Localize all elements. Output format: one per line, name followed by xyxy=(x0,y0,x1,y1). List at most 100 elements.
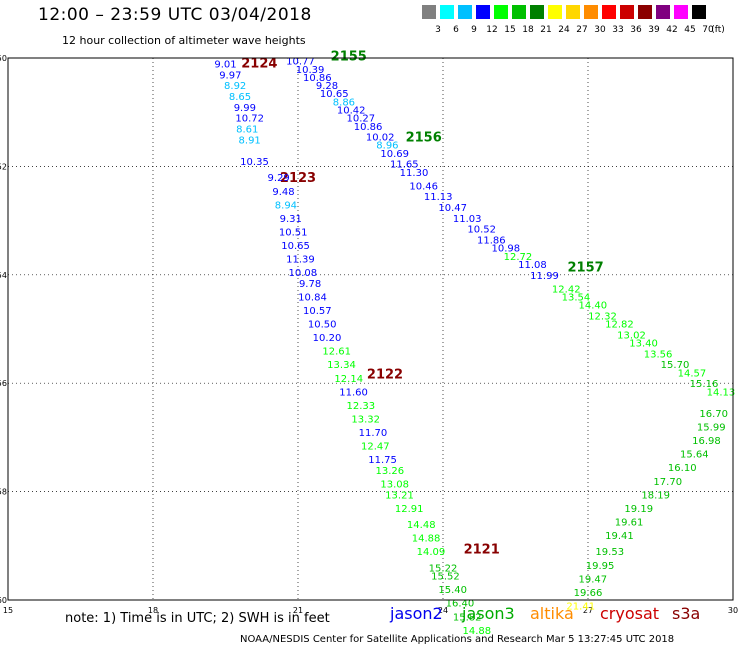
wave-height-label: 10.84 xyxy=(298,292,327,303)
wave-height-label: 15.82 xyxy=(453,612,482,623)
wave-height-label: 11.08 xyxy=(518,260,547,271)
legend-label: 36 xyxy=(630,25,642,35)
wave-height-label: 9.97 xyxy=(219,70,241,81)
legend-label: 45 xyxy=(684,25,696,35)
wave-height-label: 13.54 xyxy=(562,292,591,303)
wave-height-label: 10.02 xyxy=(366,133,395,144)
wave-height-label: 19.61 xyxy=(615,517,644,528)
track-number-label: 2123 xyxy=(280,171,316,186)
wave-height-label: 12.82 xyxy=(605,320,634,331)
wave-height-label: 13.32 xyxy=(351,414,380,425)
wave-height-label: 11.39 xyxy=(286,255,315,266)
wave-height-label: 17.70 xyxy=(653,477,682,488)
wave-height-label: 11.03 xyxy=(453,214,482,225)
wave-height-label: 14.13 xyxy=(707,387,736,398)
wave-height-label: 10.65 xyxy=(281,241,310,252)
wave-height-label: 16.10 xyxy=(668,463,697,474)
wave-height-label: 14.40 xyxy=(579,301,608,312)
lat-tick-label: -52 xyxy=(0,162,7,171)
legend-swatch xyxy=(602,5,616,19)
wave-height-label: 10.20 xyxy=(313,333,342,344)
wave-height-label: 8.65 xyxy=(229,92,251,103)
wave-height-label: 19.53 xyxy=(595,547,624,558)
legend-swatch xyxy=(620,5,634,19)
wave-height-label: 10.47 xyxy=(438,203,467,214)
wave-height-label: 14.57 xyxy=(678,368,707,379)
wave-height-label: 12.61 xyxy=(322,347,351,358)
wave-height-label: 10.39 xyxy=(296,65,325,76)
wave-height-label: 12.32 xyxy=(588,311,617,322)
track-number-label: 2122 xyxy=(367,367,403,382)
satellite-name: s3a xyxy=(672,604,701,623)
legend-swatch xyxy=(584,5,598,19)
legend-swatch xyxy=(512,5,526,19)
legend-swatch xyxy=(494,5,508,19)
wave-height-label: 13.40 xyxy=(629,339,658,350)
wave-height-label: 13.26 xyxy=(376,466,405,477)
wave-height-label: 10.98 xyxy=(492,244,521,255)
wave-height-label: 13.56 xyxy=(644,349,673,360)
wave-height-label: 14.88 xyxy=(463,626,492,637)
wave-height-label: 13.08 xyxy=(380,479,409,490)
wave-height-label: 8.94 xyxy=(275,200,297,211)
wave-height-label: 8.91 xyxy=(239,135,261,146)
legend-swatch xyxy=(422,5,436,19)
wave-height-label: 16.40 xyxy=(446,599,475,610)
legend-swatch xyxy=(440,5,454,19)
lon-tick-label: 18 xyxy=(148,606,158,615)
wave-height-label: 10.27 xyxy=(347,114,376,125)
wave-height-label: 15.64 xyxy=(680,450,709,461)
wave-height-label: 8.86 xyxy=(333,97,355,108)
wave-height-label: 10.72 xyxy=(235,114,264,125)
map-title: 12:00 – 23:59 UTC 03/04/2018 xyxy=(38,5,312,25)
wave-height-label: 12.47 xyxy=(361,442,390,453)
wave-height-label: 16.98 xyxy=(692,436,721,447)
wave-height-label: 10.42 xyxy=(337,105,366,116)
wave-height-label: 21.41 xyxy=(566,601,595,612)
legend-label: 70 xyxy=(702,25,714,35)
wave-height-label: 19.66 xyxy=(574,588,603,599)
wave-height-label: 9.48 xyxy=(272,187,294,198)
legend-swatch xyxy=(674,5,688,19)
wave-height-label: 11.60 xyxy=(339,387,368,398)
map-frame xyxy=(7,57,734,601)
legend-label: 9 xyxy=(471,25,477,35)
wave-height-label: 10.51 xyxy=(279,227,308,238)
legend-label: 12 xyxy=(486,25,498,35)
satellite-name: jason3 xyxy=(462,604,515,623)
legend-label: 18 xyxy=(522,25,534,35)
legend-label: 30 xyxy=(594,25,606,35)
wave-height-label: 10.52 xyxy=(467,225,496,236)
lat-tick-label: -50 xyxy=(0,54,7,63)
legend-label: 15 xyxy=(504,25,516,35)
credit-line: NOAA/NESDIS Center for Satellite Applica… xyxy=(240,634,675,645)
wave-height-label: 12.72 xyxy=(504,252,533,263)
wave-height-label: 9.31 xyxy=(280,214,302,225)
track-number-label: 2155 xyxy=(331,49,367,64)
wave-height-label: 8.61 xyxy=(236,124,258,135)
legend-swatch xyxy=(566,5,580,19)
lat-tick-label: -54 xyxy=(0,271,7,280)
satellite-name: cryosat xyxy=(600,604,660,623)
track-number-label: 2121 xyxy=(464,543,500,558)
lon-tick-label: 27 xyxy=(583,606,593,615)
legend-label: 42 xyxy=(666,25,678,35)
legend-swatch xyxy=(656,5,670,19)
legend-swatch xyxy=(458,5,472,19)
legend-label: 24 xyxy=(558,25,570,35)
legend-swatch xyxy=(530,5,544,19)
wave-height-label: 9.78 xyxy=(299,279,321,290)
legend-label: 27 xyxy=(576,25,588,35)
wave-height-label: 15.99 xyxy=(697,423,726,434)
legend-label: 3 xyxy=(435,25,441,35)
wave-height-label: 14.09 xyxy=(417,547,446,558)
wave-height-label: 15.16 xyxy=(690,379,719,390)
track-labels: 2124 2123 2122 2121 2155 2156 2157 xyxy=(241,49,603,557)
wave-height-label: 10.46 xyxy=(409,181,438,192)
wave-height-label: 19.95 xyxy=(586,561,615,572)
wave-height-label: 14.88 xyxy=(412,534,441,545)
lat-tick-label: -58 xyxy=(0,488,7,497)
wave-height-label: 13.34 xyxy=(327,360,356,371)
